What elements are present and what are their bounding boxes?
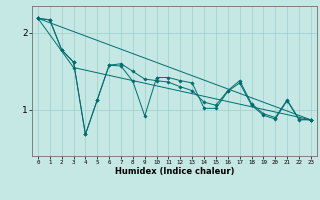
X-axis label: Humidex (Indice chaleur): Humidex (Indice chaleur) bbox=[115, 167, 234, 176]
